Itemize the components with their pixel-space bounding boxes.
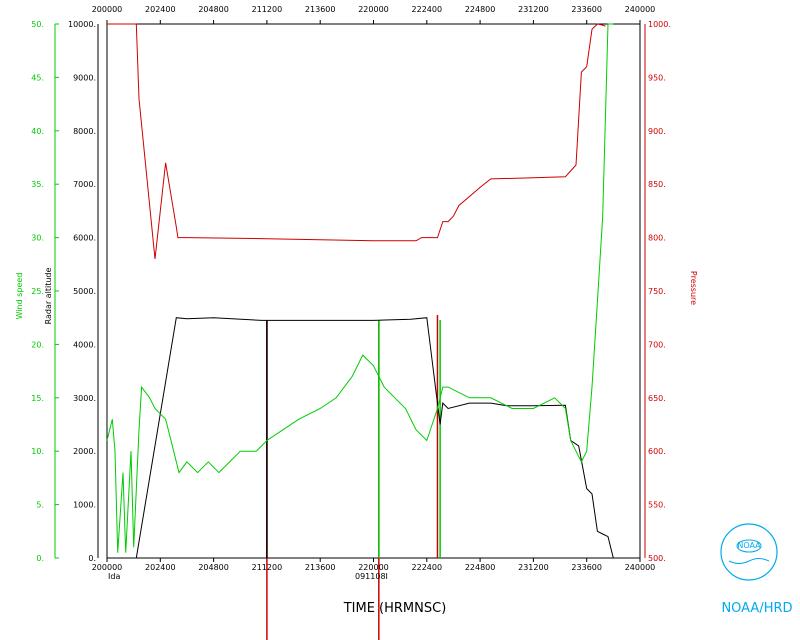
pressure-tick-label: 500.	[648, 554, 666, 563]
noaa-emblem-text: NOAA	[737, 541, 761, 550]
wind-tick-label: 5.	[36, 501, 44, 510]
wind-tick-label: 45.	[31, 73, 44, 82]
x-tick-label-bottom: 224800	[465, 563, 496, 572]
pressure-tick-label: 650.	[648, 394, 666, 403]
wind-tick-label: 20.	[31, 340, 44, 349]
x-tick-label-top: 222400	[412, 5, 443, 14]
noaa-emblem-wave	[728, 558, 770, 564]
pressure-tick-label: 750.	[648, 287, 666, 296]
frame	[54, 20, 646, 562]
flight-id: 091108I	[355, 572, 388, 581]
noaa-emblem-icon	[720, 523, 778, 581]
radar-tick-label: 4000.	[73, 340, 96, 349]
x-tick-label-bottom: 204800	[198, 563, 229, 572]
x-tick-label-bottom: 220000	[358, 563, 389, 572]
tick-labels: 200000 200000 202400 202400 204800 204800 2112…	[31, 5, 671, 572]
wind-tick-label: 40.	[31, 127, 44, 136]
x-tick-label-top: 213600	[305, 5, 336, 14]
x-tick-label-bottom: 233600	[571, 563, 602, 572]
pressure-tick-label: 950.	[648, 73, 666, 82]
radar-tick-label: 3000.	[73, 394, 96, 403]
x-tick-label-top: 240000	[625, 5, 656, 14]
radar-tick-label: 2000.	[73, 447, 96, 456]
series-wind	[106, 23, 614, 553]
x-tick-label-top: 231200	[518, 5, 549, 14]
pressure-tick-label: 850.	[648, 180, 666, 189]
x-tick-label-top: 204800	[198, 5, 229, 14]
radar-tick-label: 1000.	[73, 501, 96, 510]
radar-tick-label: 8000.	[73, 127, 96, 136]
x-tick-label-bottom: 231200	[518, 563, 549, 572]
pressure-tick-label: 600.	[648, 447, 666, 456]
pressure-tick-label: 800.	[648, 234, 666, 243]
storm-label: Ida	[108, 572, 120, 581]
radar-tick-label: 9000.	[73, 73, 96, 82]
noaa-logo: NOAA NOAA/HRD	[720, 523, 793, 616]
x-axis-title: TIME (HRMNSC)	[343, 601, 447, 616]
radar-tick-label: 0.	[88, 554, 96, 563]
pressure-tick-label: 700.	[648, 340, 666, 349]
wind-tick-label: 50.	[31, 20, 44, 29]
pressure-tick-label: 1000.	[648, 20, 671, 29]
radar-axis-label: Radar altitude	[44, 268, 53, 325]
x-tick-label-top: 224800	[465, 5, 496, 14]
x-tick-label-top: 200000	[92, 5, 123, 14]
noaa-emblem-bird	[736, 539, 762, 553]
pressure-tick-label: 550.	[648, 501, 666, 510]
plot-frame	[106, 23, 641, 559]
noaa-hrd-label: NOAA/HRD	[721, 601, 792, 616]
wind-axis-label: Wind speed	[15, 273, 24, 320]
x-tick-label-top: 220000	[358, 5, 389, 14]
pressure-axis-label: Pressure	[689, 271, 698, 305]
wind-tick-label: 30.	[31, 234, 44, 243]
x-tick-label-top: 211200	[252, 5, 283, 14]
x-tick-label-bottom: 222400	[412, 563, 443, 572]
wind-tick-label: 10.	[31, 447, 44, 456]
radar-tick-label: 5000.	[73, 287, 96, 296]
x-tick-label-bottom: 240000	[625, 563, 656, 572]
wind-tick-label: 15.	[31, 394, 44, 403]
x-tick-label-bottom: 202400	[145, 563, 176, 572]
pressure-tick-label: 900.	[648, 127, 666, 136]
series	[106, 23, 630, 640]
wind-tick-label: 0.	[36, 554, 44, 563]
radar-tick-label: 10000.	[68, 20, 96, 29]
x-tick-label-top: 233600	[571, 5, 602, 14]
x-tick-label-bottom: 200000	[92, 563, 123, 572]
wind-tick-label: 35.	[31, 180, 44, 189]
radar-tick-label: 7000.	[73, 180, 96, 189]
series-pressure	[107, 23, 606, 260]
radar-tick-label: 6000.	[73, 234, 96, 243]
x-tick-label-bottom: 213600	[305, 563, 336, 572]
x-tick-label-top: 202400	[145, 5, 176, 14]
series-radar	[107, 317, 630, 559]
wind-tick-label: 25.	[31, 287, 44, 296]
